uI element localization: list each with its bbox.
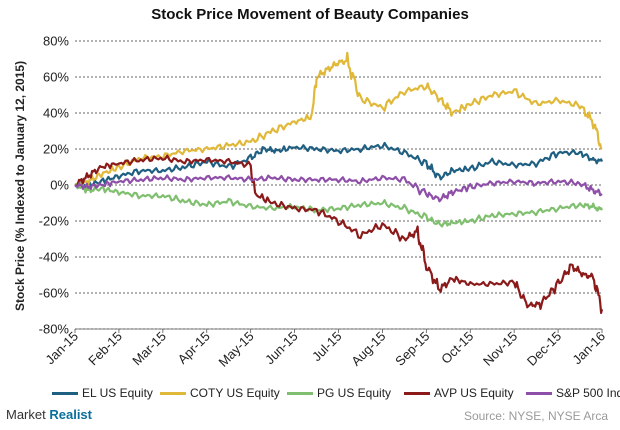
y-axis: -80% -60% -40% -20% 0% 20% 40% 60% 80% xyxy=(39,34,70,337)
series-line-avp-us-equity xyxy=(74,154,604,314)
legend-label: PG US Equity xyxy=(317,386,392,400)
y-tick-label: -60% xyxy=(39,286,70,301)
y-tick-label: 20% xyxy=(43,142,69,157)
legend-item: S&P 500 Index xyxy=(526,386,620,400)
y-tick-label: -40% xyxy=(39,250,70,265)
y-tick-label: -80% xyxy=(39,322,70,337)
legend: EL US Equity COTY US Equity PG US Equity AV… xyxy=(52,386,620,400)
x-tick-label: Jul-15 xyxy=(309,329,345,365)
brand-logo: Market Realist xyxy=(6,407,92,422)
y-tick-label: 60% xyxy=(43,70,69,85)
x-tick-label: Apr-15 xyxy=(175,329,213,367)
y-tick-label: 40% xyxy=(43,106,69,121)
legend-item: EL US Equity xyxy=(52,386,153,400)
legend-swatch xyxy=(160,392,186,396)
series-lines xyxy=(74,51,604,314)
x-tick-label: Oct-15 xyxy=(438,329,476,367)
series-line-el-us-equity xyxy=(74,141,604,189)
gridlines xyxy=(75,40,602,330)
legend-item: PG US Equity xyxy=(287,386,391,400)
brand-name-strong: Realist xyxy=(49,407,92,422)
x-tick-label: Jan-16 xyxy=(569,329,608,368)
brand-name: Market xyxy=(6,407,46,422)
x-tick-label: Jun-15 xyxy=(262,329,301,368)
legend-swatch xyxy=(526,392,552,396)
legend-item: AVP US Equity xyxy=(404,386,514,400)
legend-label: S&P 500 Index xyxy=(556,386,620,400)
legend-label: AVP US Equity xyxy=(434,386,514,400)
legend-swatch xyxy=(404,392,430,396)
y-tick-label: 80% xyxy=(43,34,69,49)
legend-swatch xyxy=(52,392,78,396)
x-tick-label: Nov-15 xyxy=(480,329,520,369)
legend-label: COTY US Equity xyxy=(190,386,280,400)
legend-item: COTY US Equity xyxy=(160,386,280,400)
y-axis-title: Stock Price (% Indexed to January 12, 20… xyxy=(13,61,27,311)
y-tick-label: 0% xyxy=(50,178,69,193)
legend-swatch xyxy=(287,392,313,396)
x-tick-label: Aug-15 xyxy=(348,329,388,369)
x-tick-label: Dec-15 xyxy=(524,329,564,369)
x-tick-label: Feb-15 xyxy=(85,329,125,369)
x-tick-label: Mar-15 xyxy=(129,329,169,369)
series-line-pg-us-equity xyxy=(74,183,603,228)
legend-label: EL US Equity xyxy=(82,386,153,400)
x-tick-label: May-15 xyxy=(216,329,257,370)
y-tick-label: -20% xyxy=(39,214,70,229)
x-tick-label: Sep-15 xyxy=(392,329,432,369)
series-line-s-p-500-index xyxy=(74,174,603,203)
chart-title: Stock Price Movement of Beauty Companies xyxy=(151,6,469,23)
source-note: Source: NYSE, NYSE Arca xyxy=(463,409,608,423)
x-axis: Jan-15 Feb-15 Mar-15 Apr-15 May-15 Jun-15 Jul-… xyxy=(42,329,608,370)
